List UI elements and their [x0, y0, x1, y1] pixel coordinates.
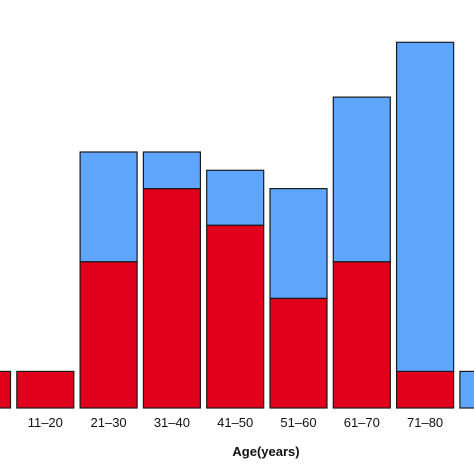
bar-blue-4 — [206, 169, 265, 226]
x-tick-label-1: 11–20 — [28, 415, 63, 430]
bar-red-1 — [16, 370, 75, 409]
bar-blue-2 — [79, 151, 138, 263]
bar-red-4 — [206, 224, 265, 409]
bar-red-7 — [396, 370, 455, 409]
bars-group — [0, 41, 474, 409]
bar-red-2 — [79, 261, 138, 409]
x-tick-label-4: 41–50 — [217, 415, 253, 430]
x-tick-label-5: 51–60 — [280, 415, 316, 430]
bar-red-5 — [269, 297, 328, 409]
bar-blue-3 — [142, 151, 201, 190]
bar-blue-6 — [332, 96, 391, 263]
bar-blue-8 — [459, 370, 474, 409]
x-tick-label-7: 71–80 — [407, 415, 443, 430]
bar-red-3 — [142, 188, 201, 409]
bar-red-6 — [332, 261, 391, 409]
x-tick-label-2: 21–30 — [91, 415, 127, 430]
bar-blue-7 — [396, 41, 455, 373]
x-axis-title: Age(years) — [232, 444, 299, 459]
bar-red-0 — [0, 370, 12, 409]
x-tick-label-3: 31–40 — [154, 415, 190, 430]
bar-blue-5 — [269, 188, 328, 299]
x-tick-label-6: 61–70 — [344, 415, 380, 430]
